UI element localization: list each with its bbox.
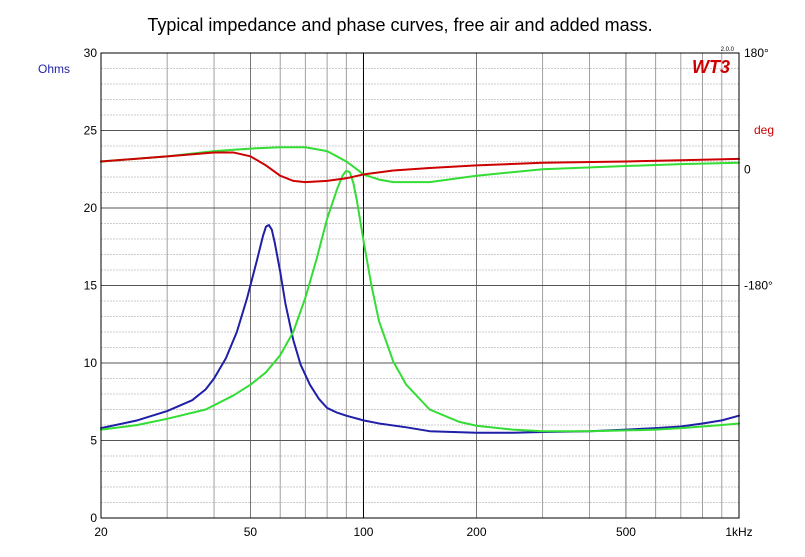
y-right-tick-labels: 180° 0 -180°: [744, 46, 773, 293]
series-line-2: [100, 169, 740, 433]
x-tick-label: 20: [94, 525, 108, 539]
y-left-tick-label: 15: [84, 279, 98, 293]
y-right-tick-label: 0: [744, 162, 751, 176]
y-right-tick-label: 180°: [744, 46, 769, 60]
plot-frame: [100, 52, 740, 519]
y-left-tick-label: 25: [84, 124, 98, 138]
series-line-4: [100, 151, 740, 184]
x-tick-label: 200: [467, 525, 487, 539]
y-left-tick-label: 10: [84, 356, 98, 370]
wt3-version: 2.0.0: [721, 47, 735, 53]
series-line-3: [100, 146, 740, 184]
x-tick-label: 50: [244, 525, 258, 539]
y-right-unit-label: deg: [754, 123, 774, 137]
x-tick-labels: 20 50 100 200 500 1kHz: [94, 525, 752, 539]
series-layer: [100, 146, 740, 434]
y-left-tick-label: 5: [90, 434, 97, 448]
y-left-tick-labels: 0 5 10 15 20 25 30: [84, 46, 98, 525]
x-tick-label: 100: [353, 525, 373, 539]
y-left-unit-label: Ohms: [38, 62, 70, 76]
wt3-logo: WT3: [692, 57, 730, 77]
y-left-tick-label: 0: [90, 511, 97, 525]
y-left-tick-label: 30: [84, 46, 98, 60]
chart-title: Typical impedance and phase curves, free…: [147, 15, 652, 35]
x-tick-label: 1kHz: [725, 525, 752, 539]
y-right-tick-label: -180°: [744, 279, 773, 293]
x-tick-label: 500: [616, 525, 636, 539]
y-left-tick-label: 20: [84, 201, 98, 215]
